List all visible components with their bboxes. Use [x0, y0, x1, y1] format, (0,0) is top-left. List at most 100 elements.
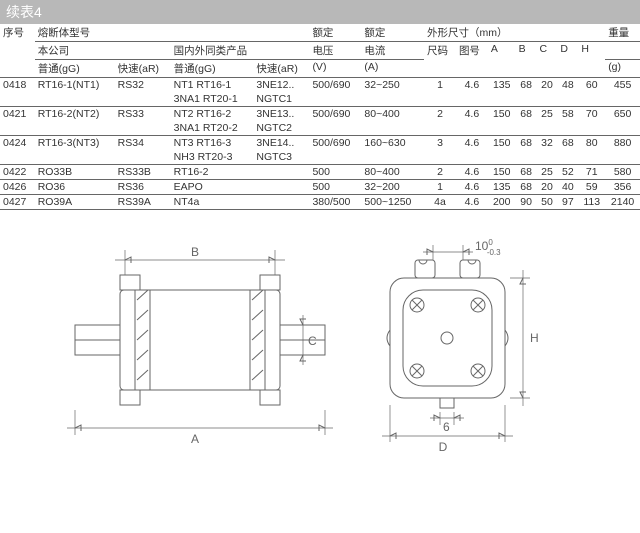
cell: 3NE14.. — [253, 136, 309, 151]
cell: NGTC2 — [253, 121, 309, 136]
cell: 90 — [516, 195, 537, 210]
cell: 1 — [424, 78, 456, 93]
cell: 3 — [424, 136, 456, 151]
diagram-front-view: 100-0.3 H 6 — [355, 230, 575, 460]
cell: 500 — [309, 180, 361, 195]
cell: 135 — [488, 78, 516, 93]
cell: 4.6 — [456, 78, 488, 93]
cell: 3NE13.. — [253, 107, 309, 122]
hdr-H: H — [578, 42, 605, 78]
hdr-fast1: 快速(aR) — [115, 60, 171, 78]
cell: 4.6 — [456, 136, 488, 151]
cell: RS36 — [115, 180, 171, 195]
cell: 2 — [424, 165, 456, 180]
hdr-fast2: 快速(aR) — [253, 60, 309, 78]
cell: 32 — [537, 136, 558, 151]
table-row: NH3 RT20-3NGTC3 — [0, 150, 640, 165]
cell: 59 — [578, 180, 605, 195]
hdr-cur-t: 额定 — [361, 24, 424, 42]
cell: RS33B — [115, 165, 171, 180]
cell: 80 — [578, 136, 605, 151]
hdr-C: C — [537, 42, 558, 78]
cell: EAPO — [171, 180, 254, 195]
table-title: 续表4 — [0, 0, 640, 24]
hdr-A: A — [488, 42, 516, 78]
cell: NGTC3 — [253, 150, 309, 165]
cell: 0421 — [0, 107, 35, 122]
cell: 0426 — [0, 180, 35, 195]
cell: 0427 — [0, 195, 35, 210]
cell: 32~200 — [361, 180, 424, 195]
table-row: 0421RT16-2(NT2)RS33NT2 RT16-23NE13..500/… — [0, 107, 640, 122]
cell: 0422 — [0, 165, 35, 180]
hdr-D: D — [557, 42, 578, 78]
hdr-cur-m: 电流 — [361, 42, 424, 60]
header-row-1: 序号 熔断体型号 额定 额定 外形尺寸（mm） 重量 — [0, 24, 640, 42]
hdr-dims: 外形尺寸（mm） — [424, 24, 605, 42]
hdr-chi: 尺码 — [424, 42, 456, 78]
hdr-cur-u: (A) — [361, 60, 424, 78]
cell: 20 — [537, 180, 558, 195]
cell — [253, 165, 309, 180]
cell: 0424 — [0, 136, 35, 151]
hdr-weight-blank — [605, 42, 640, 60]
cell: RS34 — [115, 136, 171, 151]
hdr-company: 本公司 — [35, 42, 171, 60]
table-row: 3NA1 RT20-2NGTC2 — [0, 121, 640, 136]
label-B: B — [191, 245, 199, 259]
cell: RS33 — [115, 107, 171, 122]
cell: 25 — [537, 107, 558, 122]
cell: 52 — [557, 165, 578, 180]
cell: 200 — [488, 195, 516, 210]
cell: 20 — [537, 78, 558, 93]
table-row: 0418RT16-1(NT1)RS32NT1 RT16-13NE12..500/… — [0, 78, 640, 93]
cell: 50 — [537, 195, 558, 210]
hdr-volt-u: (V) — [309, 60, 361, 78]
cell: NGTC1 — [253, 92, 309, 107]
cell: RS39A — [115, 195, 171, 210]
cell: 68 — [557, 136, 578, 151]
hdr-normal2: 普通(gG) — [171, 60, 254, 78]
diagram-side-view: B C — [65, 230, 335, 460]
label-H: H — [530, 331, 539, 345]
cell: 32~250 — [361, 78, 424, 93]
label-D: D — [439, 440, 448, 454]
cell: 4.6 — [456, 195, 488, 210]
table-row: 3NA1 RT20-1NGTC1 — [0, 92, 640, 107]
cell: 500 — [309, 165, 361, 180]
cell: 68 — [516, 136, 537, 151]
cell: 113 — [578, 195, 605, 210]
cell: NT3 RT16-3 — [171, 136, 254, 151]
cell: 4.6 — [456, 165, 488, 180]
cell: NT4a — [171, 195, 254, 210]
cell: 60 — [578, 78, 605, 93]
header-row-2: 本公司 国内外同类产品 电压 电流 尺码 图号 A B C D H — [0, 42, 640, 60]
hdr-weight-u: (g) — [605, 60, 640, 78]
cell: RT16-2 — [171, 165, 254, 180]
cell: 80~400 — [361, 165, 424, 180]
cell: 135 — [488, 180, 516, 195]
label-tol: 100-0.3 — [475, 238, 501, 257]
cell: 97 — [557, 195, 578, 210]
cell: 500~1250 — [361, 195, 424, 210]
label-C: C — [308, 334, 317, 348]
cell: 3NA1 RT20-2 — [171, 121, 254, 136]
cell: 2140 — [605, 195, 640, 210]
cell: 650 — [605, 107, 640, 122]
cell: 150 — [488, 107, 516, 122]
cell: 880 — [605, 136, 640, 151]
cell — [253, 195, 309, 210]
cell: 2 — [424, 107, 456, 122]
cell: 4.6 — [456, 180, 488, 195]
hdr-weight: 重量 — [605, 24, 640, 42]
diagram-area: B C — [0, 230, 640, 460]
table-row: 0424RT16-3(NT3)RS34NT3 RT16-33NE14..500/… — [0, 136, 640, 151]
cell: RT16-1(NT1) — [35, 78, 115, 93]
cell: NH3 RT20-3 — [171, 150, 254, 165]
cell: 500/690 — [309, 107, 361, 122]
label-6: 6 — [443, 420, 450, 434]
cell: 68 — [516, 107, 537, 122]
cell: 68 — [516, 165, 537, 180]
cell: RO36 — [35, 180, 115, 195]
hdr-volt-t: 额定 — [309, 24, 361, 42]
